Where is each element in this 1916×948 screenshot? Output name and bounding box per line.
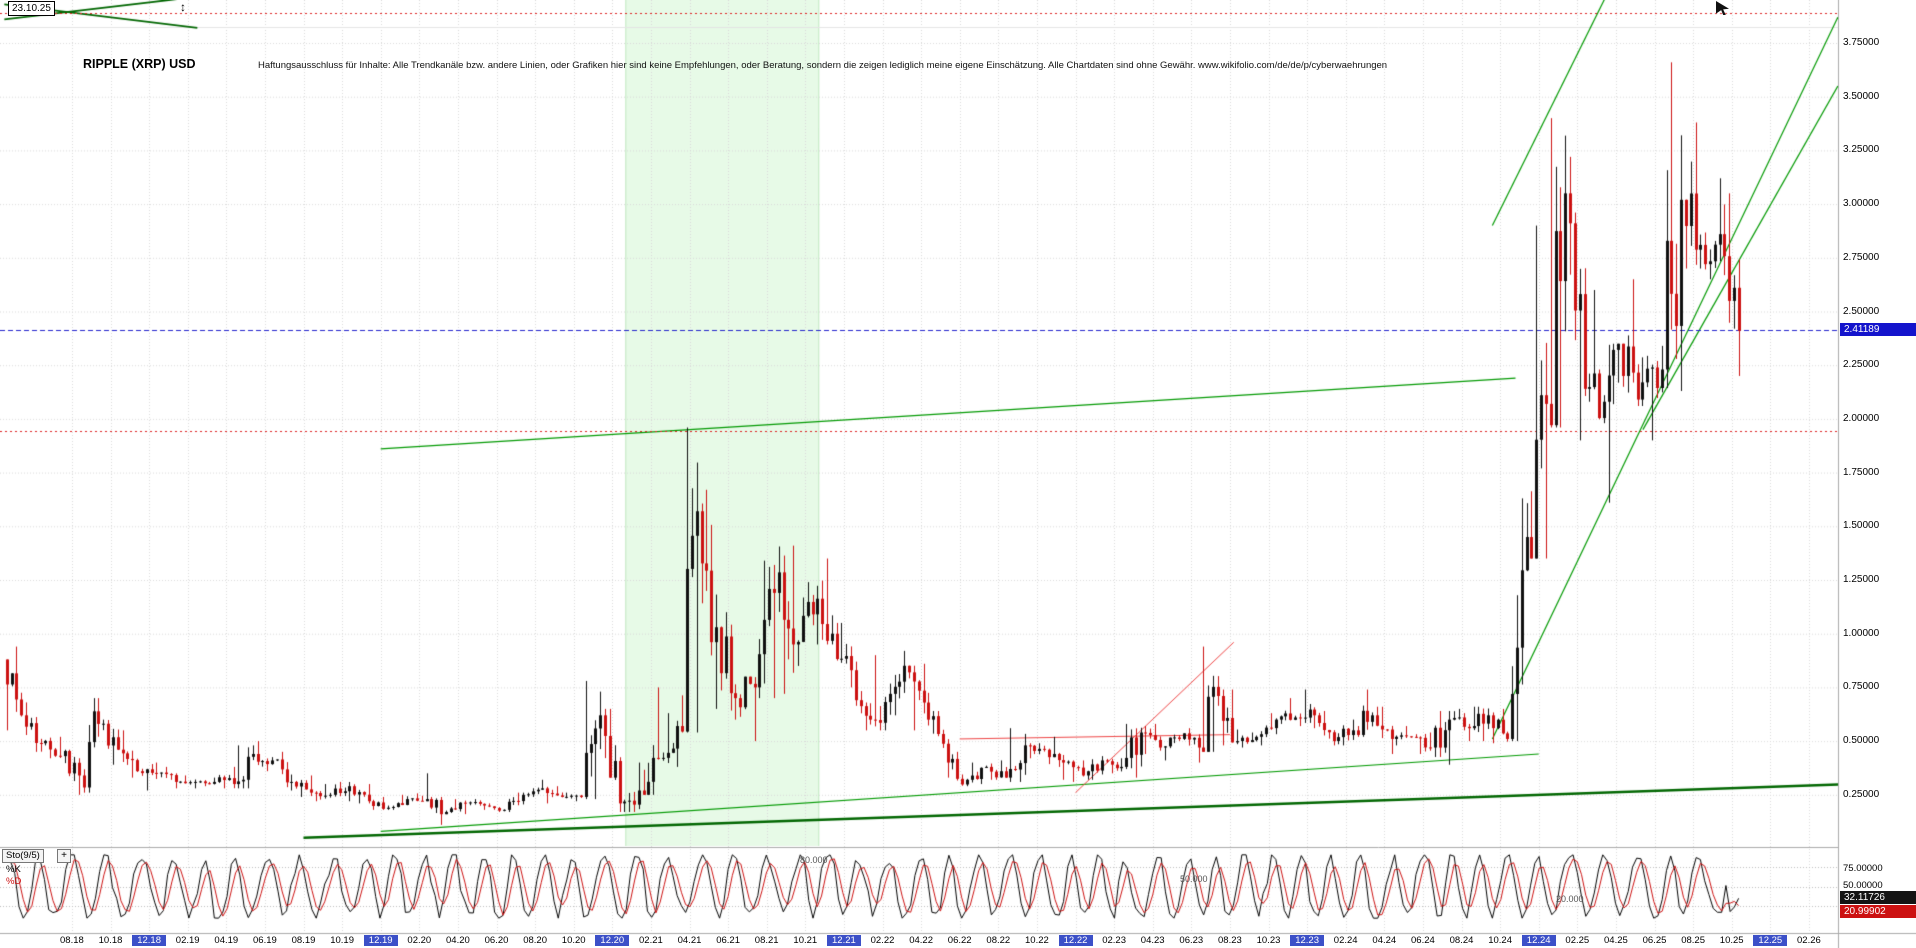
date-tick-label: 08.19 xyxy=(291,935,316,946)
date-tick-label: 04.21 xyxy=(677,935,702,946)
date-tick-label: 12.19 xyxy=(363,935,398,946)
date-tick-label: 02.19 xyxy=(175,935,200,946)
date-tick-label: 04.19 xyxy=(214,935,239,946)
price-tick-label: 3.75000 xyxy=(1843,37,1880,48)
date-tick-label: 06.20 xyxy=(484,935,509,946)
chart-title: RIPPLE (XRP) USD xyxy=(83,57,196,71)
date-tick-label: 06.19 xyxy=(253,935,277,946)
date-tick-label: 10.21 xyxy=(793,935,818,946)
price-tick-label: 1.25000 xyxy=(1843,574,1880,585)
percent-d-label: %D xyxy=(6,876,22,887)
date-tick-label: 02.22 xyxy=(870,935,895,946)
price-tick-label: 2.00000 xyxy=(1843,412,1880,424)
date-tick-label: 04.24 xyxy=(1372,935,1397,946)
last-date-label: 23.10.25 xyxy=(8,1,55,16)
date-tick-label: 06.22 xyxy=(947,935,972,946)
date-tick-label: 02.25 xyxy=(1565,935,1590,946)
price-tick-label: 3.25000 xyxy=(1843,144,1880,156)
date-tick-label: 02.21 xyxy=(639,935,663,946)
stoch-level-label: 50.000 xyxy=(1180,874,1208,884)
date-tick-label: 12.18 xyxy=(132,935,167,946)
date-tick-label: 04.23 xyxy=(1140,935,1165,946)
date-tick-label: 08.24 xyxy=(1449,935,1474,946)
date-tick-label: 12.24 xyxy=(1521,935,1556,946)
date-tick-label: 10.20 xyxy=(561,935,586,946)
date-tick-label: 10.25 xyxy=(1719,935,1744,946)
price-tick-label: 1.50000 xyxy=(1843,520,1880,532)
price-tick-label: 2.75000 xyxy=(1843,251,1880,263)
price-tick-label: 2.50000 xyxy=(1843,305,1880,317)
stoch-level-label: 80.000 xyxy=(800,855,828,865)
date-tick-label: 04.22 xyxy=(909,935,933,946)
date-tick-label: 10.19 xyxy=(330,935,354,946)
date-tick-label: 08.21 xyxy=(754,935,779,946)
stoch-level-label: 20.000 xyxy=(1556,894,1584,904)
date-tick-label: 04.20 xyxy=(446,935,470,946)
current-price-badge: 2.41189 xyxy=(1840,323,1916,337)
percent-k-label: %K xyxy=(6,864,21,875)
date-tick-label: 08.22 xyxy=(986,935,1011,946)
date-tick-label: 06.23 xyxy=(1179,935,1204,946)
indicator-name-box[interactable]: Sto(9/5) xyxy=(2,849,44,863)
price-tick-label: 1.75000 xyxy=(1843,466,1880,478)
date-tick-label: 12.23 xyxy=(1290,935,1325,946)
date-tick-label: 10.23 xyxy=(1256,935,1281,946)
date-tick-label: 12.22 xyxy=(1058,935,1093,946)
date-tick-label: 06.24 xyxy=(1411,935,1435,946)
price-tick-label: 0.25000 xyxy=(1843,788,1880,800)
date-tick-label: 10.24 xyxy=(1488,935,1512,946)
stoch-d-value-badge: 20.99902 xyxy=(1840,905,1916,919)
price-tick-label: 0.75000 xyxy=(1843,681,1880,693)
date-tick-label: 02.24 xyxy=(1333,935,1358,946)
price-tick-label: 1.00000 xyxy=(1843,627,1880,639)
disclaimer-text: Haftungsausschluss für Inhalte: Alle Tre… xyxy=(258,60,1388,71)
resize-arrows-icon[interactable]: ↕ xyxy=(180,0,186,14)
date-tick-label: 12.20 xyxy=(595,935,630,946)
date-tick-label: 06.25 xyxy=(1642,935,1667,946)
date-tick-label: 04.25 xyxy=(1604,935,1628,946)
date-tick-label: 10.18 xyxy=(98,935,123,946)
stoch-axis-label: 50.00000 xyxy=(1843,880,1883,891)
date-tick-label: 02.23 xyxy=(1102,935,1126,946)
date-tick-label: 08.20 xyxy=(523,935,547,946)
price-tick-label: 3.50000 xyxy=(1843,90,1880,102)
price-tick-label: 2.25000 xyxy=(1843,359,1880,371)
date-tick-label: 08.25 xyxy=(1681,935,1705,946)
date-tick-label: 08.23 xyxy=(1218,935,1242,946)
price-tick-label: 3.00000 xyxy=(1843,198,1880,210)
date-tick-label: 08.18 xyxy=(60,935,84,946)
date-tick-label: 06.21 xyxy=(716,935,740,946)
price-tick-label: 0.50000 xyxy=(1843,735,1880,747)
date-tick-label: 10.22 xyxy=(1025,935,1049,946)
date-tick-label: 02.20 xyxy=(407,935,432,946)
indicator-add-button[interactable]: + xyxy=(57,849,71,863)
date-tick-label: 12.25 xyxy=(1753,935,1788,946)
stoch-k-value-badge: 32.11726 xyxy=(1840,891,1916,905)
stoch-axis-label: 75.00000 xyxy=(1843,863,1883,874)
date-tick-label: 02.26 xyxy=(1797,935,1821,946)
date-tick-label: 12.21 xyxy=(826,935,861,946)
